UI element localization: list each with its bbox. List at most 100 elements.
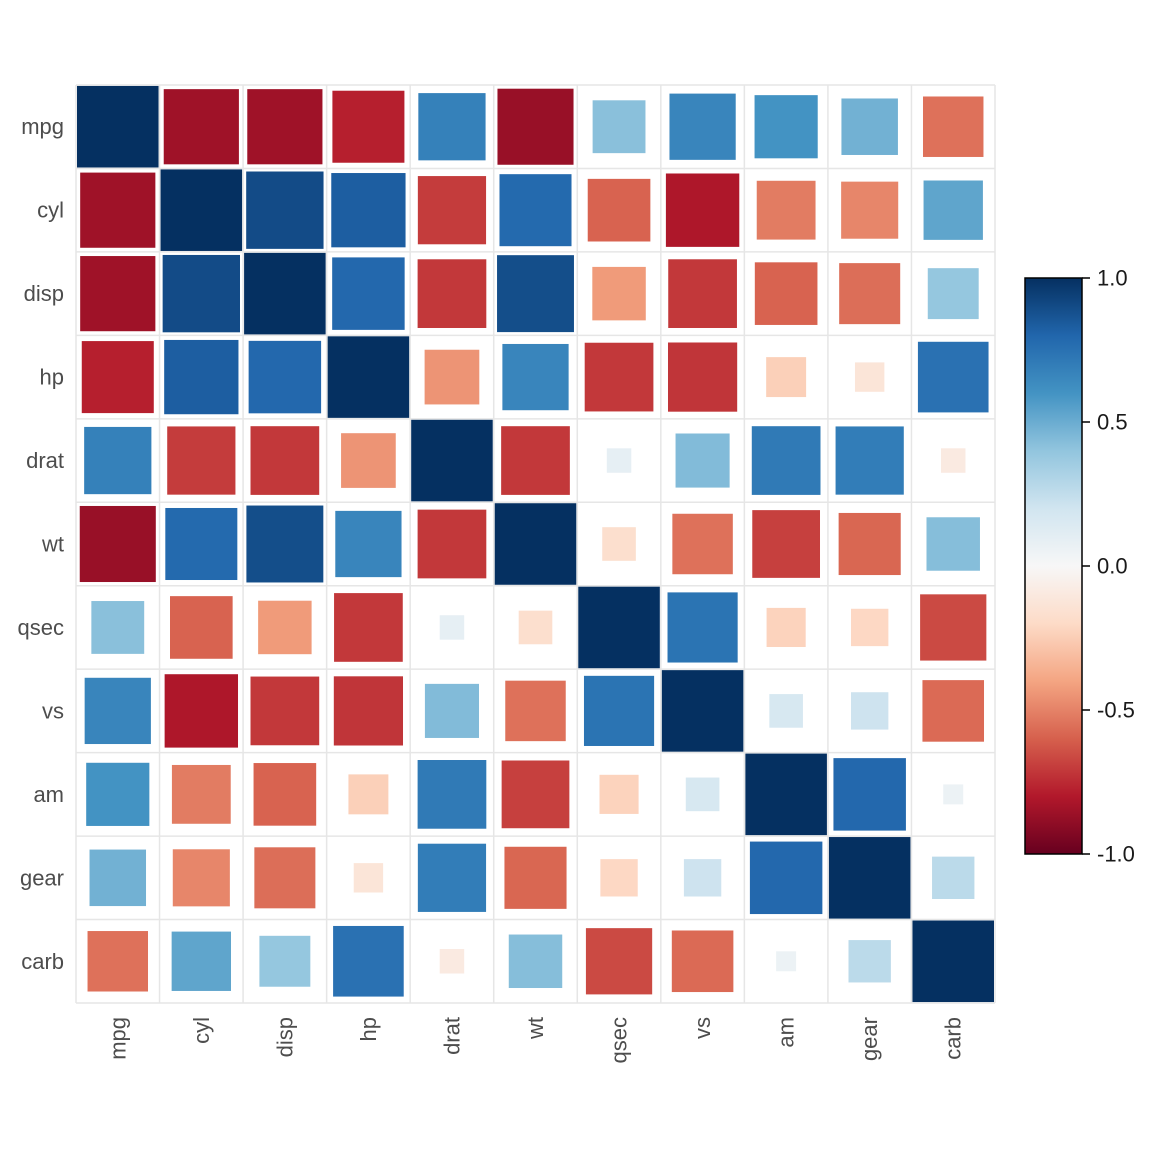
correlation-cell-vs-mpg bbox=[84, 677, 151, 745]
correlation-cell-vs-cyl bbox=[164, 674, 239, 748]
correlation-cell-wt-carb bbox=[926, 517, 980, 571]
correlation-cell-vs-disp bbox=[250, 676, 320, 746]
correlation-cell-am-vs bbox=[685, 777, 720, 812]
correlation-cell-am-cyl bbox=[171, 764, 231, 824]
correlation-cell-drat-hp bbox=[341, 433, 396, 488]
correlation-cell-hp-carb bbox=[917, 341, 989, 413]
correlation-cell-am-hp bbox=[348, 774, 389, 815]
correlation-cell-vs-am bbox=[769, 694, 803, 728]
correlation-cell-vs-vs bbox=[661, 670, 744, 752]
correlation-cell-am-drat bbox=[417, 760, 487, 829]
correlation-cell-am-gear bbox=[833, 758, 906, 831]
y-tick-label-drat: drat bbox=[26, 448, 64, 473]
correlation-cell-carb-wt bbox=[508, 934, 563, 989]
correlation-cell-cyl-hp bbox=[331, 173, 406, 248]
correlation-cell-wt-gear bbox=[838, 512, 901, 576]
correlation-cell-carb-am bbox=[776, 951, 797, 972]
correlation-cell-am-mpg bbox=[86, 762, 150, 826]
correlation-cell-disp-vs bbox=[668, 259, 737, 328]
correlation-cell-mpg-disp bbox=[247, 89, 323, 165]
colorbar-legend: 1.0 0.5 0.0 -0.5 -1.0 bbox=[1024, 266, 1135, 867]
y-tick-label-qsec: qsec bbox=[18, 615, 64, 640]
y-tick-label-mpg: mpg bbox=[21, 114, 64, 139]
correlation-cell-wt-qsec bbox=[602, 527, 636, 561]
x-tick-label-am: am bbox=[774, 1017, 799, 1048]
correlation-cell-disp-qsec bbox=[592, 266, 646, 321]
correlation-cell-gear-carb bbox=[932, 856, 975, 900]
correlation-cell-gear-qsec bbox=[600, 859, 638, 897]
correlation-cell-wt-cyl bbox=[165, 507, 238, 581]
correlation-cell-carb-hp bbox=[333, 925, 404, 997]
correlation-cell-qsec-wt bbox=[518, 610, 553, 645]
correlation-cell-cyl-vs bbox=[665, 173, 740, 247]
correlation-cell-mpg-wt bbox=[497, 88, 574, 165]
correlation-cell-wt-vs bbox=[672, 513, 733, 575]
correlation-cell-drat-vs bbox=[675, 433, 730, 488]
correlation-cell-disp-hp bbox=[332, 257, 405, 330]
correlation-cell-qsec-hp bbox=[334, 593, 403, 662]
correlation-cell-disp-am bbox=[754, 262, 818, 325]
colorbar-tick-label: 0.0 bbox=[1097, 554, 1128, 579]
correlation-cell-am-qsec bbox=[599, 774, 639, 814]
correlation-cell-vs-carb bbox=[922, 680, 985, 742]
correlation-cell-drat-carb bbox=[940, 448, 966, 473]
correlation-cell-gear-hp bbox=[353, 863, 384, 893]
correlation-cell-disp-gear bbox=[839, 263, 901, 325]
correlation-cell-cyl-wt bbox=[499, 174, 572, 247]
correlation-cell-mpg-carb bbox=[922, 96, 984, 157]
x-tick-label-mpg: mpg bbox=[105, 1017, 130, 1060]
correlation-cell-wt-am bbox=[752, 510, 821, 578]
correlation-cell-hp-vs bbox=[667, 342, 738, 412]
x-tick-label-qsec: qsec bbox=[607, 1017, 632, 1063]
x-tick-label-vs: vs bbox=[690, 1017, 715, 1039]
x-tick-label-drat: drat bbox=[439, 1017, 464, 1055]
correlation-cell-hp-hp bbox=[327, 336, 410, 418]
x-tick-label-cyl: cyl bbox=[189, 1017, 214, 1044]
correlation-cell-carb-disp bbox=[259, 935, 311, 987]
correlation-cell-gear-vs bbox=[683, 859, 722, 897]
colorbar-gradient bbox=[1024, 277, 1083, 855]
correlation-cell-drat-gear bbox=[835, 426, 904, 495]
correlation-cell-gear-wt bbox=[504, 846, 567, 909]
correlation-cell-drat-drat bbox=[411, 419, 493, 502]
correlation-cell-carb-vs bbox=[671, 930, 734, 993]
correlation-cell-hp-drat bbox=[424, 349, 480, 405]
correlation-cell-drat-cyl bbox=[167, 426, 236, 495]
correlation-cell-gear-gear bbox=[828, 837, 911, 919]
correlation-cell-am-carb bbox=[943, 784, 964, 805]
correlation-cell-gear-mpg bbox=[89, 849, 147, 907]
correlation-cell-hp-disp bbox=[248, 340, 322, 414]
correlation-cell-gear-disp bbox=[254, 847, 316, 909]
y-tick-label-hp: hp bbox=[40, 365, 64, 390]
correlation-cell-vs-drat bbox=[424, 683, 480, 738]
correlation-cell-qsec-qsec bbox=[578, 586, 660, 669]
correlation-cell-mpg-gear bbox=[841, 98, 898, 155]
correlation-cell-disp-disp bbox=[244, 252, 326, 335]
correlation-cell-drat-am bbox=[751, 426, 821, 495]
correlation-cell-am-disp bbox=[253, 763, 317, 826]
correlation-cell-carb-cyl bbox=[171, 931, 232, 991]
correlation-cell-vs-gear bbox=[850, 692, 889, 730]
correlation-cell-gear-cyl bbox=[172, 849, 230, 907]
colorbar-tick-label: 1.0 bbox=[1097, 266, 1128, 291]
x-tick-label-wt: wt bbox=[523, 1017, 548, 1040]
correlation-cell-carb-qsec bbox=[585, 928, 653, 995]
y-tick-label-carb: carb bbox=[21, 949, 64, 974]
correlation-cell-drat-wt bbox=[501, 426, 570, 495]
correlation-cell-cyl-cyl bbox=[160, 169, 243, 251]
correlation-cell-mpg-drat bbox=[418, 93, 486, 161]
correlation-cell-am-am bbox=[745, 753, 827, 836]
correlation-cell-cyl-disp bbox=[246, 171, 324, 249]
correlation-cell-qsec-mpg bbox=[91, 601, 145, 654]
correlation-cell-gear-drat bbox=[417, 843, 487, 912]
correlation-cell-carb-mpg bbox=[87, 931, 149, 992]
correlation-cells bbox=[77, 85, 994, 1003]
correlation-cell-carb-gear bbox=[848, 940, 891, 983]
correlation-cell-qsec-drat bbox=[439, 615, 465, 640]
correlation-cell-carb-carb bbox=[912, 920, 994, 1003]
y-tick-label-wt: wt bbox=[41, 532, 64, 557]
correlation-cell-qsec-gear bbox=[850, 608, 889, 647]
correlation-cell-mpg-vs bbox=[669, 93, 736, 160]
correlation-cell-disp-wt bbox=[497, 255, 574, 333]
y-tick-label-cyl: cyl bbox=[37, 198, 64, 223]
